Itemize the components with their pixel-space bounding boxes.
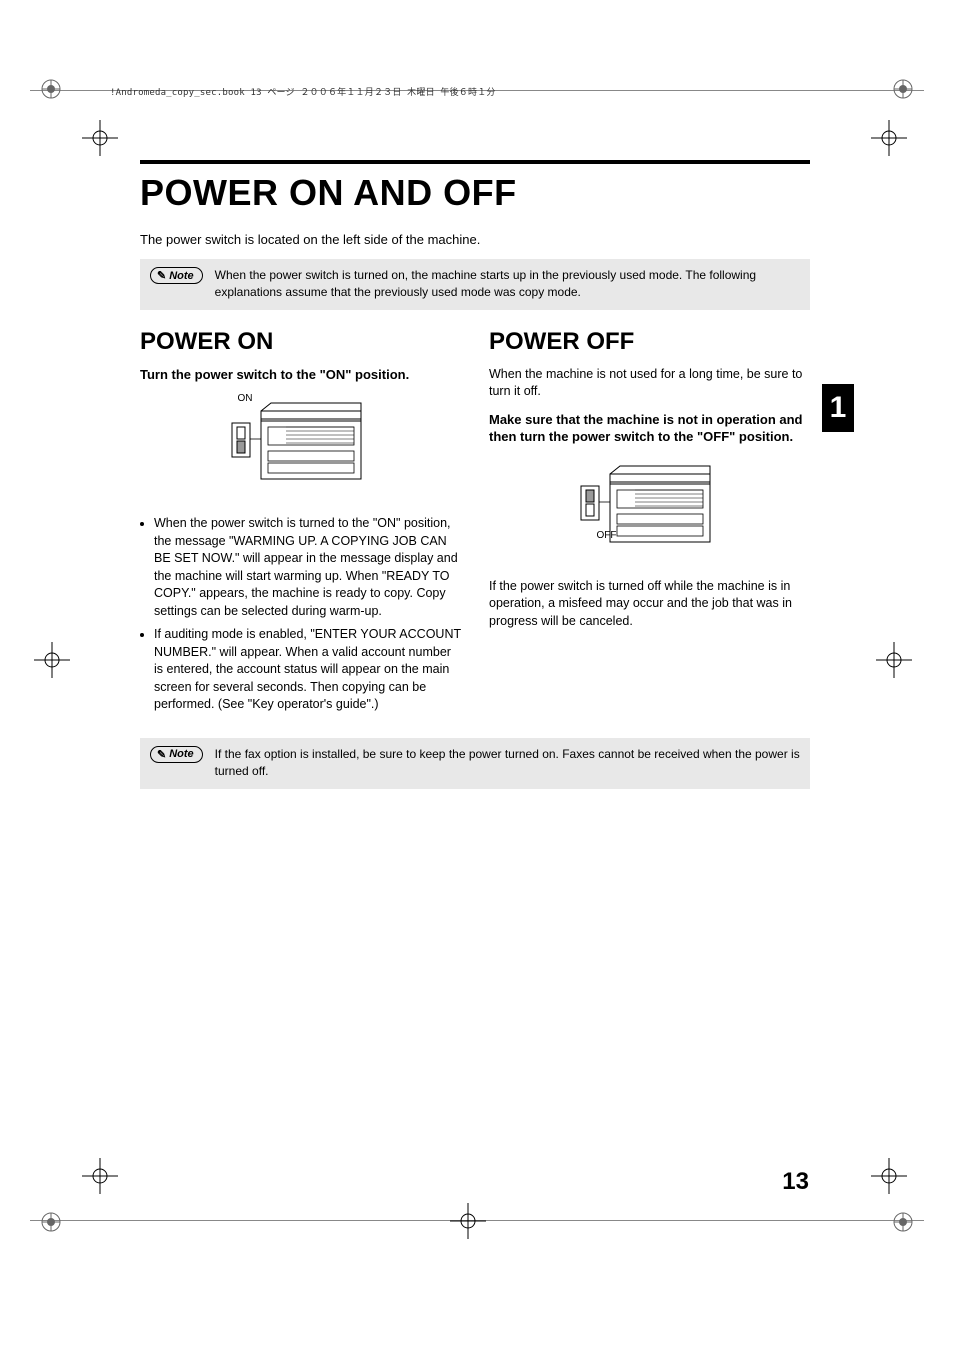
note-badge-label-2: Note bbox=[169, 748, 193, 760]
crosshair-mid-left bbox=[32, 640, 72, 680]
chapter-tab: 1 bbox=[822, 384, 854, 432]
figure-frame-on: ON bbox=[218, 393, 384, 501]
pencil-icon: ✎ bbox=[157, 748, 166, 761]
note-badge-2: ✎ Note bbox=[150, 746, 203, 763]
title-rule bbox=[140, 160, 810, 164]
power-on-figure: ON bbox=[140, 393, 461, 501]
pencil-icon: ✎ bbox=[157, 269, 166, 282]
power-off-intro: When the machine is not used for a long … bbox=[489, 366, 810, 401]
power-off-figure: OFF bbox=[489, 456, 810, 564]
page-title: POWER ON AND OFF bbox=[140, 172, 810, 214]
power-on-heading: POWER ON bbox=[140, 328, 461, 356]
note-box-1: ✎ Note When the power switch is turned o… bbox=[140, 259, 810, 310]
regmark-top-right bbox=[892, 78, 914, 100]
crosshair-bottom-right bbox=[869, 1156, 909, 1196]
page: !Andromeda_copy_sec.book 13 ページ ２００６年１１月… bbox=[0, 0, 954, 1351]
power-on-bullets: When the power switch is turned to the "… bbox=[140, 515, 461, 714]
power-on-instruction: Turn the power switch to the "ON" positi… bbox=[140, 366, 461, 384]
regmark-top-left bbox=[40, 78, 62, 100]
power-off-after: If the power switch is turned off while … bbox=[489, 578, 810, 631]
crosshair-bottom-center bbox=[448, 1201, 488, 1241]
crosshair-bottom-left bbox=[80, 1156, 120, 1196]
note-box-2: ✎ Note If the fax option is installed, b… bbox=[140, 738, 810, 789]
note-text-1: When the power switch is turned on, the … bbox=[215, 267, 800, 302]
crosshair-top-left bbox=[80, 118, 120, 158]
printer-off-icon bbox=[575, 460, 725, 560]
figure-on-label: ON bbox=[238, 393, 253, 404]
regmark-bottom-right bbox=[892, 1211, 914, 1233]
page-number: 13 bbox=[782, 1168, 809, 1196]
power-on-bullet-2: If auditing mode is enabled, "ENTER YOUR… bbox=[154, 626, 461, 714]
power-on-column: POWER ON Turn the power switch to the "O… bbox=[140, 328, 461, 720]
crosshair-top-right bbox=[869, 118, 909, 158]
note-text-2: If the fax option is installed, be sure … bbox=[215, 746, 800, 781]
figure-frame-off: OFF bbox=[567, 456, 733, 564]
intro-text: The power switch is located on the left … bbox=[140, 232, 810, 247]
power-on-bullet-1: When the power switch is turned to the "… bbox=[154, 515, 461, 620]
two-column-layout: POWER ON Turn the power switch to the "O… bbox=[140, 328, 810, 720]
book-info-header: !Andromeda_copy_sec.book 13 ページ ２００６年１１月… bbox=[110, 85, 496, 98]
power-off-heading: POWER OFF bbox=[489, 328, 810, 356]
printer-on-icon bbox=[226, 397, 376, 497]
power-off-instruction: Make sure that the machine is not in ope… bbox=[489, 411, 810, 446]
content-area: POWER ON AND OFF The power switch is loc… bbox=[140, 160, 810, 807]
power-off-column: POWER OFF When the machine is not used f… bbox=[489, 328, 810, 720]
regmark-bottom-left bbox=[40, 1211, 62, 1233]
note-badge: ✎ Note bbox=[150, 267, 203, 284]
note-badge-label: Note bbox=[169, 270, 193, 282]
figure-off-label: OFF bbox=[597, 530, 617, 541]
crosshair-mid-right bbox=[874, 640, 914, 680]
